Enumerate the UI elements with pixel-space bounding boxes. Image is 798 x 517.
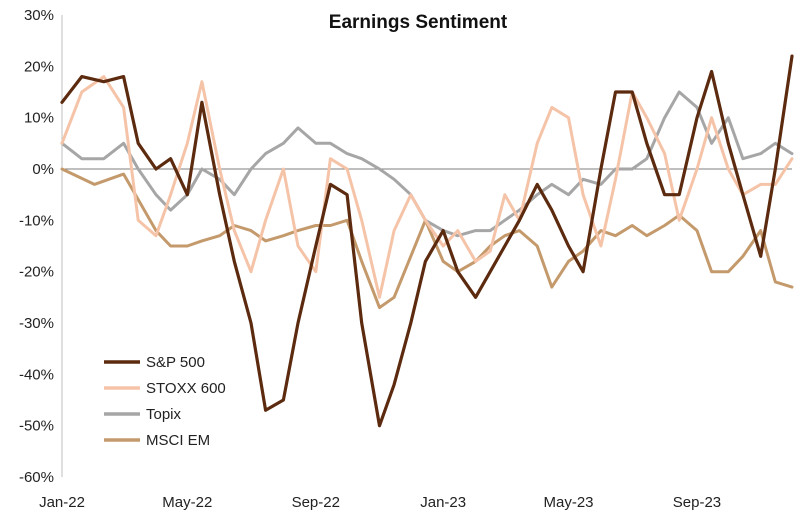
- legend-label: Topix: [146, 406, 182, 423]
- y-tick-label: 0%: [32, 161, 54, 178]
- series-line-stoxx-600: [60, 75, 794, 299]
- y-tick-label: 30%: [24, 7, 54, 24]
- legend-label: STOXX 600: [146, 380, 226, 397]
- series-line-s-p-500: [60, 54, 794, 428]
- x-tick-label: Jan-23: [420, 494, 466, 511]
- x-tick-label: Jan-22: [39, 494, 85, 511]
- x-tick-label: Sep-22: [292, 494, 340, 511]
- y-tick-label: -10%: [19, 212, 54, 229]
- y-tick-label: -60%: [19, 469, 54, 486]
- y-tick-label: -50%: [19, 418, 54, 435]
- series-line-topix: [60, 90, 794, 238]
- legend-label: S&P 500: [146, 354, 205, 371]
- y-tick-label: -30%: [19, 315, 54, 332]
- legend: S&P 500 STOXX 600 Topix MSCI EM: [104, 354, 226, 449]
- series-layer: [60, 54, 794, 428]
- x-tick-label: May-23: [543, 494, 593, 511]
- y-axis: 30% 20% 10% 0% -10% -20% -30% -40% -50% -60%: [19, 7, 792, 486]
- y-tick-label: 10%: [24, 110, 54, 127]
- chart-title: Earnings Sentiment: [329, 12, 508, 33]
- x-axis: Jan-22 May-22 Sep-22 Jan-23 May-23 Sep-23: [39, 494, 721, 511]
- y-tick-label: 20%: [24, 58, 54, 75]
- y-tick-label: -40%: [19, 366, 54, 383]
- legend-label: MSCI EM: [146, 432, 210, 449]
- x-tick-label: May-22: [162, 494, 212, 511]
- series-line-msci-em: [60, 167, 794, 310]
- x-tick-label: Sep-23: [673, 494, 721, 511]
- y-tick-label: -20%: [19, 264, 54, 281]
